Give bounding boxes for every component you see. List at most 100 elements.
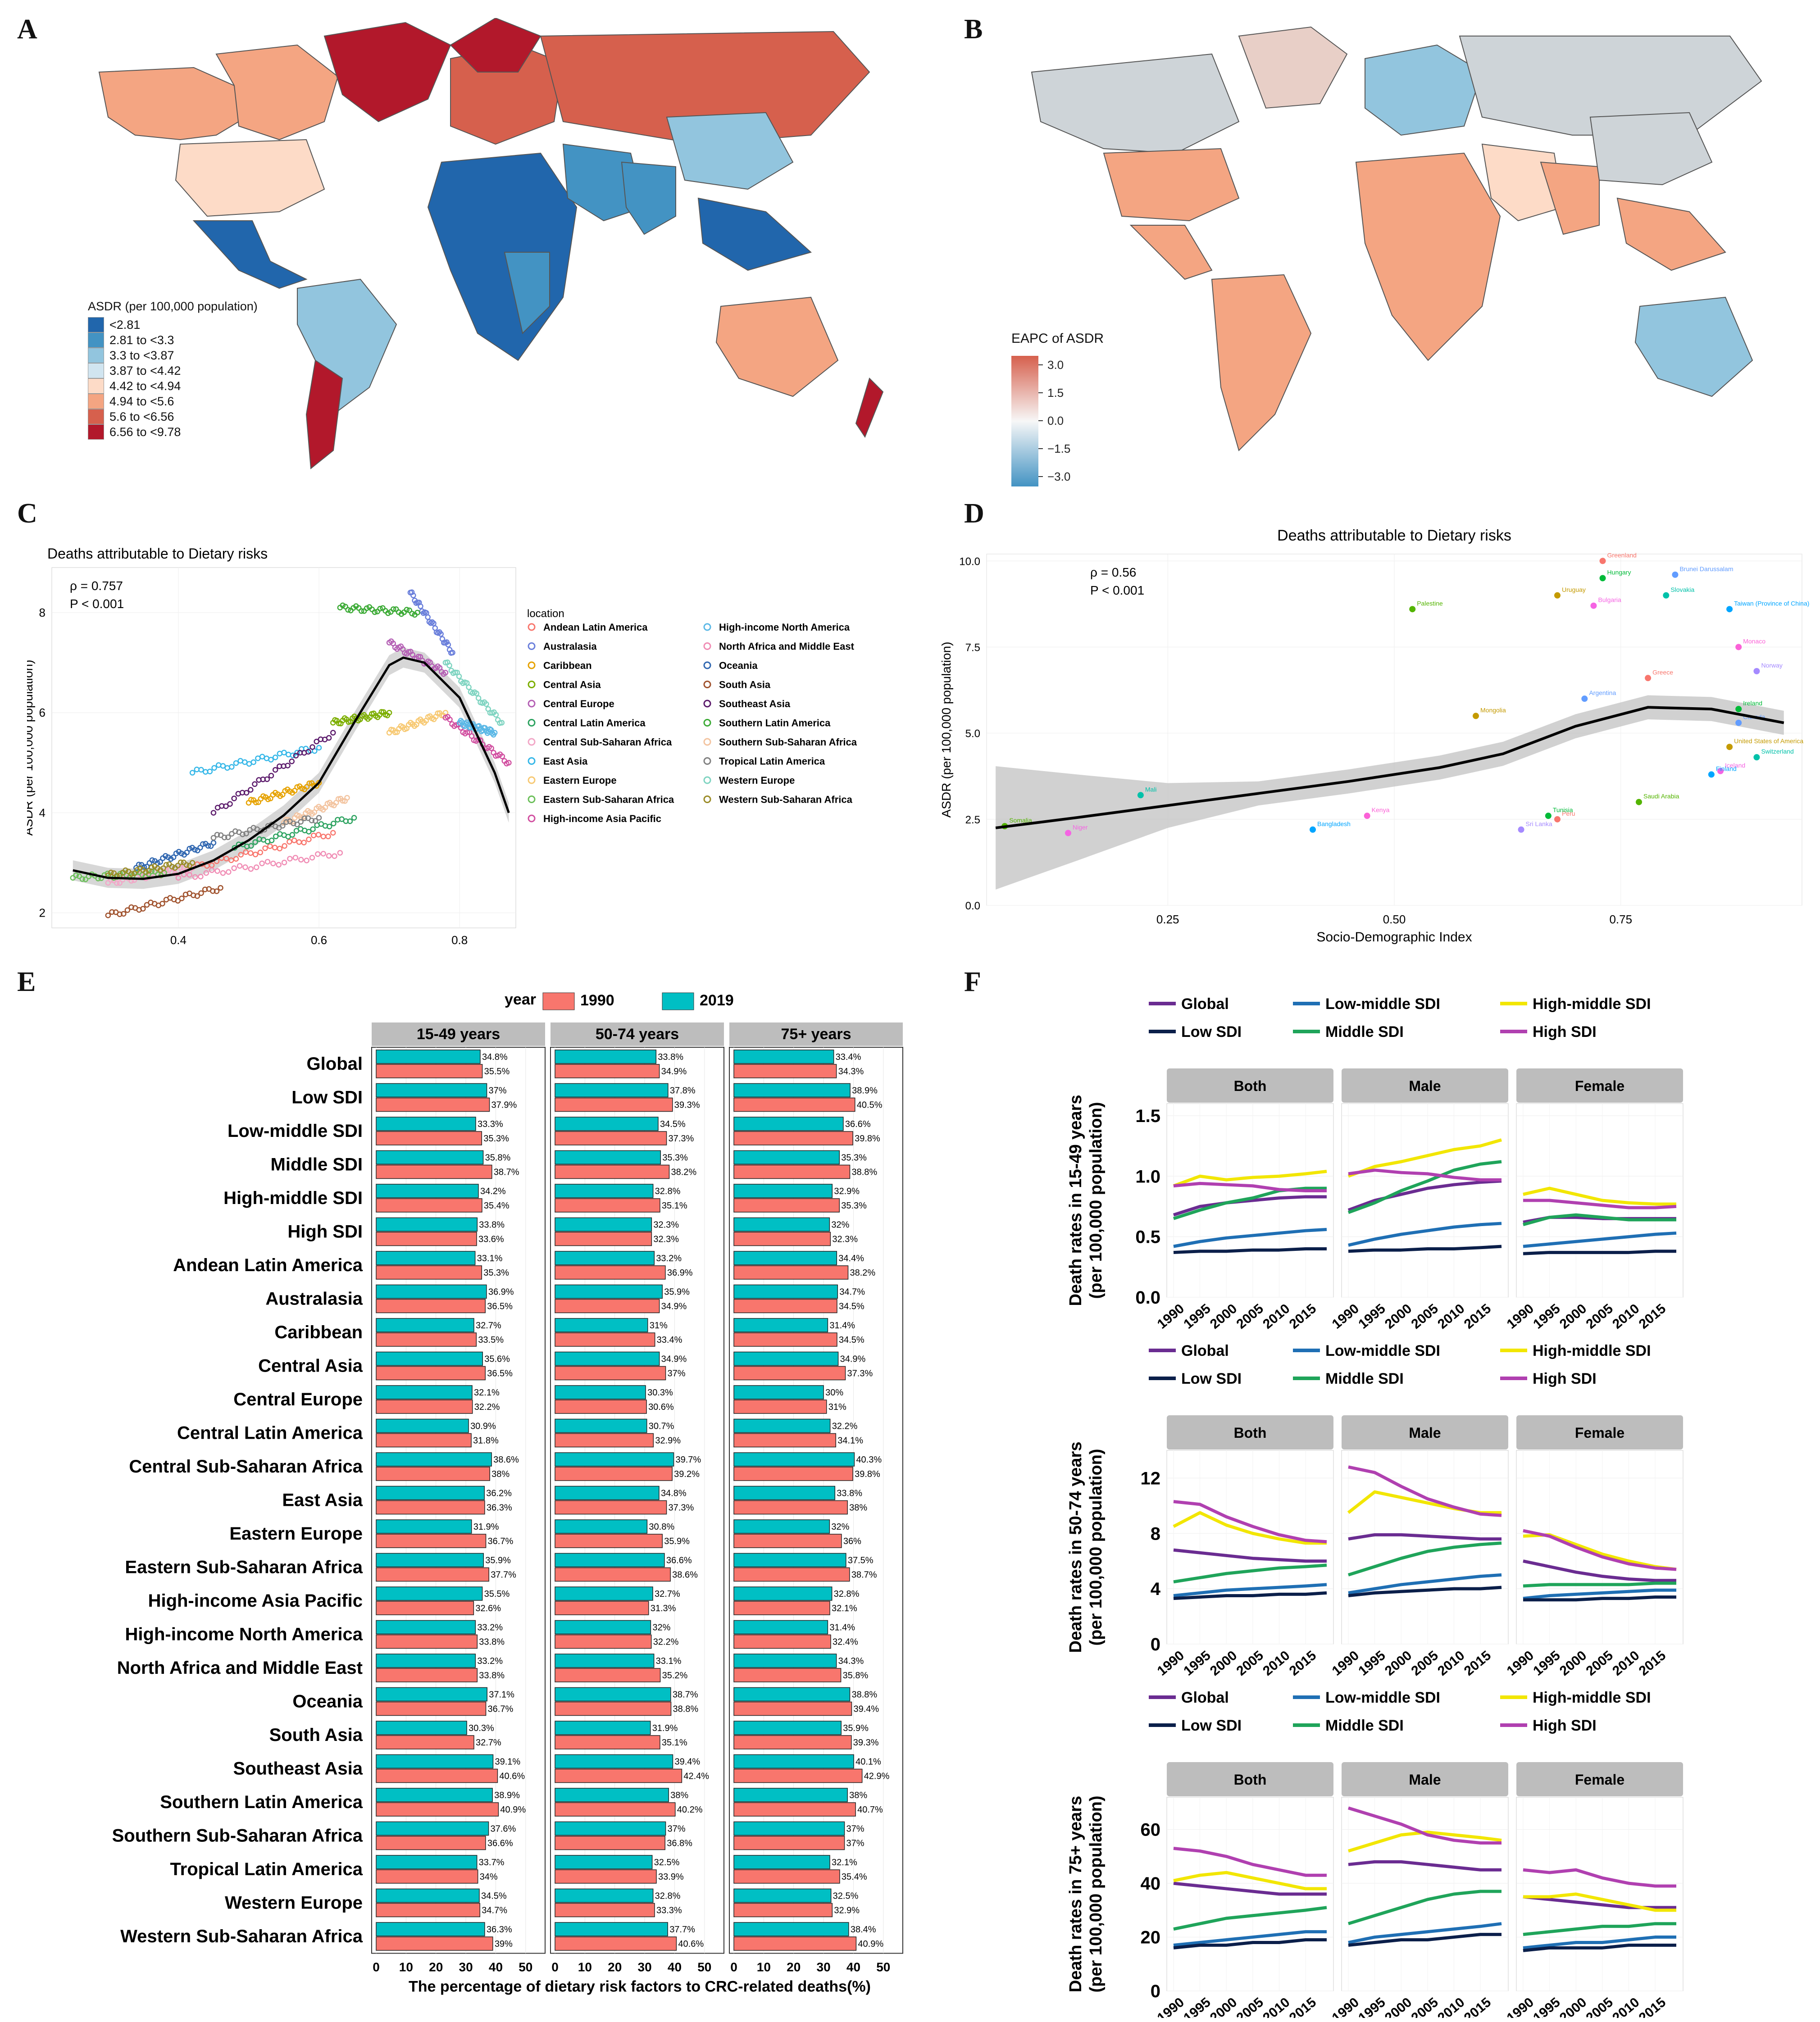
chart-e-legend-title: year <box>505 991 536 1008</box>
chart-c-point <box>184 850 190 855</box>
chart-f-series-line <box>1173 1938 1327 1949</box>
chart-c-series <box>442 659 505 726</box>
chart-d-point <box>1599 575 1606 582</box>
chart-d-point <box>1735 706 1742 713</box>
chart-e-bar-1990 <box>555 1668 661 1682</box>
chart-c-point <box>447 717 453 722</box>
map-eapc-mexico <box>1129 225 1213 280</box>
chart-e-data-label-2019: 30.3% <box>469 1723 494 1733</box>
chart-d-point <box>1310 826 1316 833</box>
chart-e-data-label-2019: 38% <box>670 1790 688 1800</box>
chart-c-legend-title: location <box>527 608 564 620</box>
chart-f-xtick: 2005 <box>1583 1648 1616 1679</box>
legend-label: 6.56 to <9.78 <box>109 425 181 439</box>
chart-e-data-label-1990: 37.7% <box>491 1570 516 1580</box>
chart-c-point <box>252 839 258 845</box>
map-region-australia <box>715 296 839 397</box>
chart-c-point <box>316 780 322 786</box>
chart-c-point <box>342 604 348 610</box>
asdr-legend-rows: <2.81 2.81 to <3.3 3.3 to <3.87 3.87 to <4.… <box>88 317 258 440</box>
chart-d-point <box>1753 668 1760 674</box>
chart-c-point <box>218 885 223 891</box>
chart-c-point <box>200 841 206 847</box>
chart-e-data-label-2019: 36.6% <box>845 1119 871 1129</box>
chart-e-category-label: Low SDI <box>291 1088 363 1108</box>
chart-e-xtick: 30 <box>817 1960 831 1974</box>
asdr-legend-item: 6.56 to <9.78 <box>88 424 258 440</box>
chart-e-data-label-2019: 40.3% <box>856 1455 882 1465</box>
chart-e-data-label-1990: 31.3% <box>651 1604 676 1613</box>
chart-f-xtick: 1995 <box>1356 1301 1388 1332</box>
chart-e-bar-2019 <box>555 1553 665 1568</box>
chart-f-series-line <box>1523 1529 1677 1571</box>
chart-c-point <box>223 803 229 809</box>
chart-c-point <box>326 853 332 859</box>
chart-c-point <box>205 843 211 849</box>
chart-c-legend-label: North Africa and Middle East <box>719 641 855 652</box>
chart-f-series-line <box>1347 1541 1502 1577</box>
chart-e-data-label-2019: 30.9% <box>470 1422 496 1431</box>
chart-d-ci-band <box>996 695 1784 890</box>
chart-e-bar-2019 <box>733 1217 830 1232</box>
chart-c-point <box>159 900 165 907</box>
chart-e-bar-1990 <box>376 1903 481 1917</box>
chart-c-legend-marker <box>703 642 711 650</box>
map-region-usa <box>175 139 325 217</box>
chart-f-xtick: 2005 <box>1234 1301 1266 1332</box>
legend-swatch <box>88 409 104 424</box>
chart-e-category-label: Western Sub-Saharan Africa <box>120 1927 363 1946</box>
chart-c-legend-label: Caribbean <box>543 660 592 671</box>
chart-f-xtick: 2010 <box>1435 1301 1467 1332</box>
chart-c-point <box>228 857 234 863</box>
chart-e-bar-2019 <box>376 1586 483 1601</box>
chart-e-bar-2019 <box>376 1117 476 1131</box>
chart-d-point-label: United States of America <box>1734 737 1803 745</box>
map-eapc-canada <box>1031 53 1240 154</box>
chart-e-data-label-2019: 34.4% <box>838 1254 864 1263</box>
chart-c-point <box>124 907 131 913</box>
chart-f-series-line <box>1523 1581 1676 1588</box>
chart-c-point <box>294 750 300 756</box>
chart-e-data-label-2019: 32.8% <box>655 1891 681 1901</box>
chart-e-bar-2019 <box>733 1083 851 1098</box>
chart-f-xtick: 1990 <box>1504 1648 1537 1679</box>
map-eapc-usa <box>1103 148 1240 222</box>
chart-c-point <box>231 865 237 871</box>
chart-d-point-label: Brunei Darussalam <box>1679 565 1733 573</box>
chart-c-point <box>469 733 475 739</box>
chart-e-xtick: 50 <box>876 1960 890 1974</box>
chart-c-point <box>257 850 264 855</box>
chart-e-bar-1990 <box>555 1332 655 1347</box>
chart-f-xtick: 2010 <box>1610 1648 1642 1679</box>
chart-f-xtick: 2015 <box>1461 1648 1494 1679</box>
chart-e-data-label-2019: 33.2% <box>477 1623 503 1633</box>
chart-c-point <box>456 673 462 679</box>
chart-c-point <box>287 856 293 862</box>
chart-f-facet-label: Both <box>1234 1078 1267 1094</box>
chart-e-bar-1990 <box>376 1869 478 1884</box>
chart-c-point <box>79 876 86 882</box>
chart-c-point <box>281 859 287 866</box>
world-map-eapc <box>1031 26 1762 451</box>
chart-e-bar-2019 <box>555 1184 654 1198</box>
chart-e-bar-1990 <box>555 1198 660 1213</box>
chart-e-data-label-1990: 35.3% <box>841 1201 867 1211</box>
chart-c-point <box>464 729 470 735</box>
chart-c-plot-area <box>51 567 516 928</box>
panel-letter-e: E <box>17 967 36 997</box>
chart-f-series-line <box>1173 1591 1327 1600</box>
chart-e-data-label-1990: 34.5% <box>839 1302 864 1312</box>
chart-e-bar-1990 <box>555 1534 663 1548</box>
chart-f-ytick: 1.5 <box>1135 1106 1160 1126</box>
chart-d-point <box>1735 644 1742 650</box>
chart-c-legend-label: Central Latin America <box>543 718 646 729</box>
chart-e-data-label-2019: 33.2% <box>656 1254 682 1263</box>
chart-e-xtick: 30 <box>459 1960 473 1974</box>
chart-d-point-label: Peru <box>1562 810 1575 817</box>
legend-label: 4.42 to <4.94 <box>109 379 181 393</box>
chart-d-point <box>1599 558 1606 564</box>
chart-e-bar-2019 <box>376 1721 467 1735</box>
chart-e-data-label-2019: 36.9% <box>488 1287 514 1297</box>
chart-c-title: Deaths attributable to Dietary risks <box>47 545 268 562</box>
map-region-russia <box>540 31 870 145</box>
